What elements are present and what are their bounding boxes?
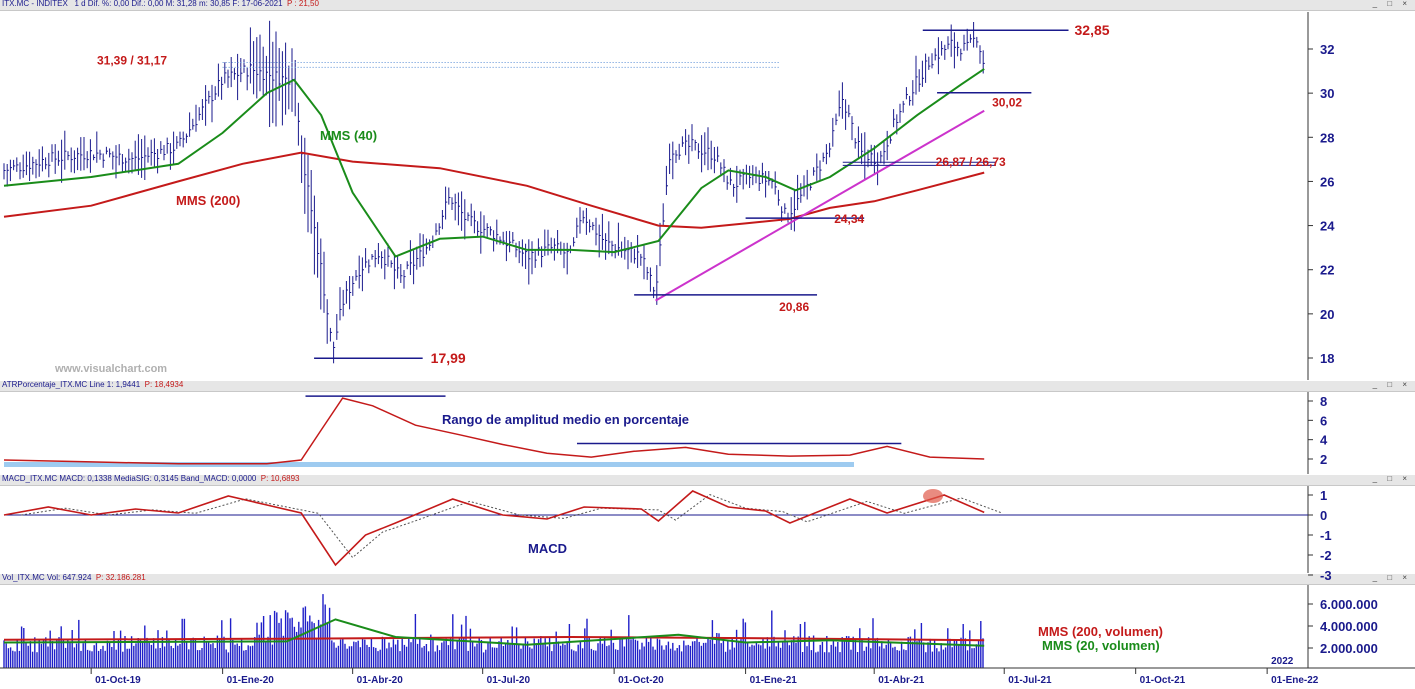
macd-window-buttons[interactable]: _ □ × — [1372, 474, 1411, 483]
volume-ytick-label: 2.000.000 — [1320, 641, 1378, 656]
price-ytick-label: 32 — [1320, 42, 1334, 57]
time-tick-label: 01-Ene-21 — [750, 675, 798, 686]
macd-ytick-label: 1 — [1320, 488, 1327, 503]
macd-signal-line — [21, 494, 1002, 559]
price-panel: 18 20 22 24 26 28 30 32 31,39 / 31,17 32,85 30,02 2… — [3, 12, 1335, 380]
macd-panel-header: MACD_ITX.MC MACD: 0,1338 MediaSIG: 0,314… — [0, 474, 1415, 486]
atr-line — [3, 397, 985, 465]
level-label: 17,99 — [431, 350, 466, 366]
legend-mms20-volumen: MMS (20, volumen) — [1042, 638, 1160, 653]
time-tick-label: 01-Jul-21 — [1008, 675, 1052, 686]
atr-ytick-label: 4 — [1320, 433, 1328, 448]
time-tick-label: 01-Oct-20 — [618, 675, 664, 686]
macd-ytick-label: -3 — [1320, 568, 1332, 583]
macd-ytick-label: -2 — [1320, 548, 1332, 563]
time-axis: 01-Oct-19 01-Ene-20 01-Abr-20 01-Jul-20 01-O… — [0, 656, 1415, 686]
atr-ytick-label: 2 — [1320, 452, 1327, 467]
volume-mms20-line — [3, 618, 985, 647]
mms40-label: MMS (40) — [320, 128, 377, 143]
volume-mms200-line — [3, 635, 985, 642]
macd-panel: 1 0 -1 -2 -3 — [3, 486, 1332, 583]
price-ytick-label: 26 — [1320, 174, 1334, 189]
macd-indicator-name: MACD_ITX.MC MACD: 0,1338 MediaSIG: 0,314… — [2, 474, 257, 483]
volume-ytick-label: 6.000.000 — [1320, 597, 1378, 612]
macd-ytick-label: -1 — [1320, 528, 1332, 543]
volume-window-buttons[interactable]: _ □ × — [1372, 573, 1411, 582]
price-ytick-label: 20 — [1320, 307, 1334, 322]
atr-panel: 2 4 6 8 — [3, 392, 1328, 474]
macd-title: MACD — [528, 541, 567, 556]
volume-indicator-name: Vol_ITX.MC Vol: 647.924 — [2, 573, 92, 582]
time-tick-label: 01-Abr-20 — [357, 675, 404, 686]
window-buttons[interactable]: _ □ × — [1372, 0, 1411, 8]
time-tick-label: 01-Ene-20 — [227, 675, 275, 686]
time-tick-label: 01-Abr-21 — [878, 675, 925, 686]
atr-ytick-label: 8 — [1320, 394, 1327, 409]
macd-highlight-circle — [923, 489, 943, 503]
time-tick-label: 01-Oct-19 — [95, 675, 141, 686]
atr-baseline-band — [4, 462, 854, 467]
level-label: 31,39 / 31,17 — [97, 53, 167, 67]
macd-price-readout: P: 10,6893 — [260, 474, 300, 483]
price-ytick-label: 18 — [1320, 351, 1334, 366]
price-ytick-label: 24 — [1320, 219, 1335, 234]
price-ytick-label: 28 — [1320, 130, 1334, 145]
level-label: 20,86 — [779, 300, 809, 314]
time-tick-label: 01-Jul-20 — [487, 675, 531, 686]
atr-price-readout: P: 18,4934 — [144, 380, 184, 389]
macd-ytick-label: 0 — [1320, 508, 1327, 523]
atr-ytick-label: 6 — [1320, 413, 1327, 428]
volume-ytick-label: 4.000.000 — [1320, 619, 1378, 634]
level-label: 24,34 — [834, 212, 864, 226]
volume-panel: 2.000.000 4.000.000 6.000.000 — [3, 585, 1378, 668]
atr-window-buttons[interactable]: _ □ × — [1372, 380, 1411, 389]
time-tick-label: 01-Ene-22 — [1271, 675, 1319, 686]
mms200-label: MMS (200) — [176, 193, 240, 208]
year-marker: 2022 — [1271, 656, 1294, 667]
quote-info: 1 d Dif. %: 0,00 Dif.: 0,00 M: 31,28 m: … — [74, 0, 283, 8]
support-trendline — [655, 109, 985, 302]
level-label: 32,85 — [1075, 22, 1110, 38]
price-readout: P : 21,50 — [287, 0, 319, 8]
symbol-label: ITX.MC - INDITEX — [2, 0, 68, 8]
atr-indicator-name: ATRPorcentaje_ITX.MC Line 1: 1,9441 — [2, 380, 141, 389]
time-tick-label: 01-Oct-21 — [1140, 675, 1186, 686]
macd-line — [3, 490, 985, 567]
level-label: 26,87 / 26,73 — [936, 155, 1006, 169]
mms40-line — [3, 68, 985, 258]
price-ytick-label: 30 — [1320, 86, 1334, 101]
mms200-line — [3, 151, 985, 229]
level-label: 30,02 — [992, 96, 1022, 110]
atr-title: Rango de amplitud medio en porcentaje — [442, 412, 689, 427]
main-panel-header: ITX.MC - INDITEX 1 d Dif. %: 0,00 Dif.: … — [0, 0, 1415, 11]
legend-mms200-volumen: MMS (200, volumen) — [1038, 624, 1163, 639]
watermark: www.visualchart.com — [54, 363, 167, 375]
volume-panel-header: Vol_ITX.MC Vol: 647.924 P: 32.186.281 _ … — [0, 573, 1415, 585]
volume-price-readout: P: 32.186.281 — [95, 573, 146, 582]
price-ytick-label: 22 — [1320, 263, 1334, 278]
atr-panel-header: ATRPorcentaje_ITX.MC Line 1: 1,9441 P: 1… — [0, 380, 1415, 392]
